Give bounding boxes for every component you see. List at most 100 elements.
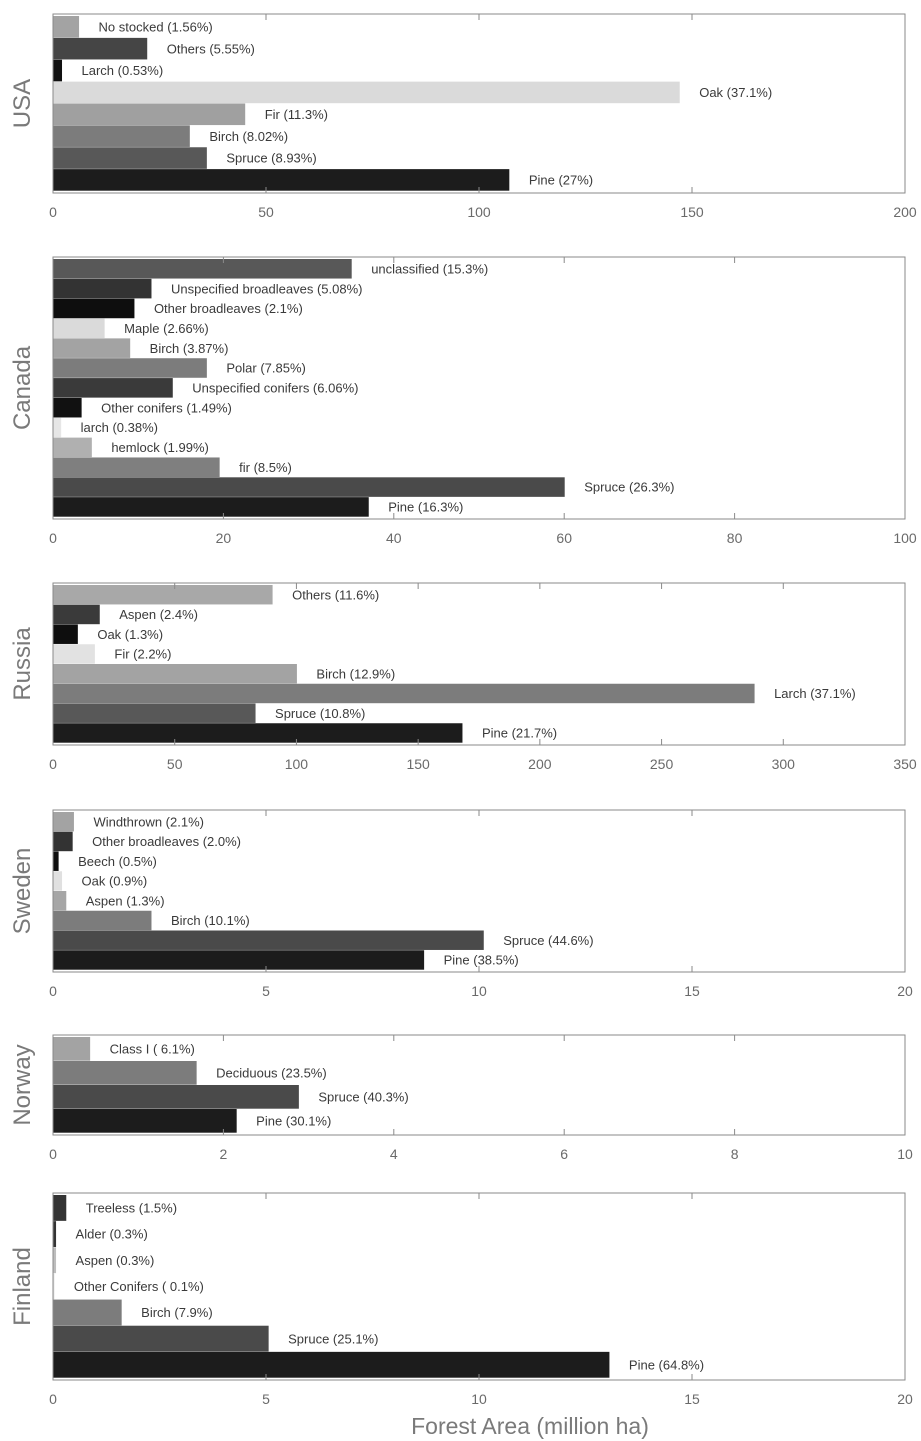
bar-deciduous	[53, 1061, 197, 1085]
bar-label-aspen: Aspen (1.3%)	[86, 893, 165, 908]
bar-treeless	[53, 1195, 67, 1221]
bar-birch	[53, 1299, 122, 1326]
x-tick-label: 200	[893, 204, 917, 220]
bar-label-unclassified: unclassified (15.3%)	[371, 261, 488, 276]
bar-hemlock	[53, 437, 92, 458]
bar-label-other-broadleaves: Other broadleaves (2.1%)	[154, 301, 303, 316]
bar-label-fir: Fir (11.3%)	[265, 107, 328, 122]
bar-pine	[53, 169, 510, 191]
country-label-canada: Canada	[9, 345, 36, 430]
bar-label-spruce: Spruce (10.8%)	[275, 706, 365, 721]
x-tick-label: 0	[49, 530, 57, 546]
bar-birch	[53, 664, 297, 684]
bar-spruce	[53, 147, 207, 169]
x-tick-label: 150	[680, 204, 704, 220]
bar-larch	[53, 59, 63, 82]
x-tick-label: 250	[650, 756, 674, 772]
x-tick-label: 50	[258, 204, 274, 220]
x-tick-label: 5	[262, 1391, 270, 1407]
bar-label-spruce: Spruce (44.6%)	[503, 933, 593, 948]
bar-label-pine: Pine (38.5%)	[444, 953, 519, 968]
bar-label-oak: Oak (1.3%)	[97, 627, 163, 642]
bar-label-pine: Pine (16.3%)	[388, 500, 463, 515]
bar-label-other-conifers: Other Conifers ( 0.1%)	[74, 1279, 204, 1294]
x-tick-label: 8	[731, 1146, 739, 1162]
bar-label-birch: Birch (10.1%)	[171, 913, 250, 928]
bar-label-spruce: Spruce (8.93%)	[226, 151, 316, 166]
bar-label-fir: Fir (2.2%)	[114, 647, 171, 662]
bar-label-no-stocked: No stocked (1.56%)	[99, 19, 213, 34]
bar-oak	[53, 871, 63, 891]
bar-class-i	[53, 1037, 91, 1061]
bar-birch	[53, 125, 190, 147]
x-tick-label: 20	[897, 1391, 913, 1407]
x-tick-label: 350	[893, 756, 917, 772]
x-tick-label: 6	[560, 1146, 568, 1162]
x-tick-label: 0	[49, 756, 57, 772]
bar-unspecified-conifers	[53, 378, 173, 398]
bar-unspecified-broadleaves	[53, 278, 152, 299]
bar-label-birch: Birch (7.9%)	[141, 1305, 213, 1320]
x-tick-label: 20	[216, 530, 232, 546]
bar-aspen	[53, 604, 100, 625]
bar-label-larch: Larch (37.1%)	[774, 686, 856, 701]
x-tick-label: 10	[897, 1146, 913, 1162]
panel-canada: unclassified (15.3%) Unspecified broadlea…	[9, 256, 917, 546]
bar-label-polar: Polar (7.85%)	[226, 361, 305, 376]
bar-no-stocked	[53, 16, 80, 38]
bar-unclassified	[53, 259, 352, 279]
bar-label-others: Others (11.6%)	[292, 587, 379, 602]
bar-label-windthrown: Windthrown (2.1%)	[93, 814, 204, 829]
country-label-sweden: Sweden	[9, 848, 36, 935]
bar-label-deciduous: Deciduous (23.5%)	[216, 1066, 327, 1081]
x-tick-label: 200	[528, 756, 552, 772]
x-tick-label: 0	[49, 204, 57, 220]
bar-other-broadleaves	[53, 298, 135, 319]
bar-label-pine: Pine (27%)	[529, 173, 593, 188]
bar-fir	[53, 644, 95, 664]
bar-spruce	[53, 1325, 269, 1352]
bar-label-birch: Birch (3.87%)	[150, 341, 229, 356]
bar-label-birch: Birch (8.02%)	[209, 129, 288, 144]
bar-label-spruce: Spruce (40.3%)	[318, 1090, 408, 1105]
x-tick-label: 100	[893, 530, 917, 546]
bar-pine	[53, 497, 369, 517]
bar-label-maple: Maple (2.66%)	[124, 321, 209, 336]
bar-pine	[53, 1109, 237, 1133]
x-tick-label: 10	[471, 983, 487, 999]
x-tick-label: 4	[390, 1146, 398, 1162]
bar-polar	[53, 358, 207, 378]
bar-birch	[53, 338, 131, 358]
bar-label-others: Others (5.55%)	[167, 41, 255, 56]
panel-russia: Others (11.6%) Aspen (2.4%) Oak (1.3%) Fir …	[9, 582, 917, 772]
bar-label-treeless: Treeless (1.5%)	[86, 1201, 177, 1216]
panel-finland: Treeless (1.5%) Alder (0.3%) Aspen (0.3%) O…	[9, 1192, 913, 1407]
bar-label-birch: Birch (12.9%)	[316, 666, 395, 681]
x-tick-label: 0	[49, 1146, 57, 1162]
bar-alder	[53, 1221, 57, 1247]
bar-label-aspen: Aspen (0.3%)	[76, 1253, 155, 1268]
bar-other-broadleaves	[53, 831, 73, 852]
x-tick-label: 5	[262, 983, 270, 999]
x-tick-label: 15	[684, 983, 700, 999]
chart-panels: No stocked (1.56%) Others (5.55%)Larch (0…	[9, 13, 917, 1407]
bar-others	[53, 37, 148, 60]
country-label-finland: Finland	[9, 1247, 36, 1326]
x-tick-label: 150	[406, 756, 430, 772]
bar-pine	[53, 723, 463, 743]
bar-pine	[53, 1351, 610, 1378]
bar-beech	[53, 851, 59, 871]
x-tick-label: 100	[467, 204, 491, 220]
bar-label-pine: Pine (64.8%)	[629, 1357, 704, 1372]
bar-maple	[53, 318, 105, 339]
bar-label-beech: Beech (0.5%)	[78, 854, 157, 869]
bar-windthrown	[53, 812, 74, 832]
x-tick-label: 100	[285, 756, 309, 772]
bar-spruce	[53, 1085, 299, 1109]
bar-label-spruce: Spruce (25.1%)	[288, 1331, 378, 1346]
x-tick-label: 20	[897, 983, 913, 999]
x-tick-label: 15	[684, 1391, 700, 1407]
panel-norway: Class I ( 6.1%) Deciduous (23.5%) Spruce (…	[9, 1034, 913, 1162]
bar-spruce	[53, 930, 484, 950]
